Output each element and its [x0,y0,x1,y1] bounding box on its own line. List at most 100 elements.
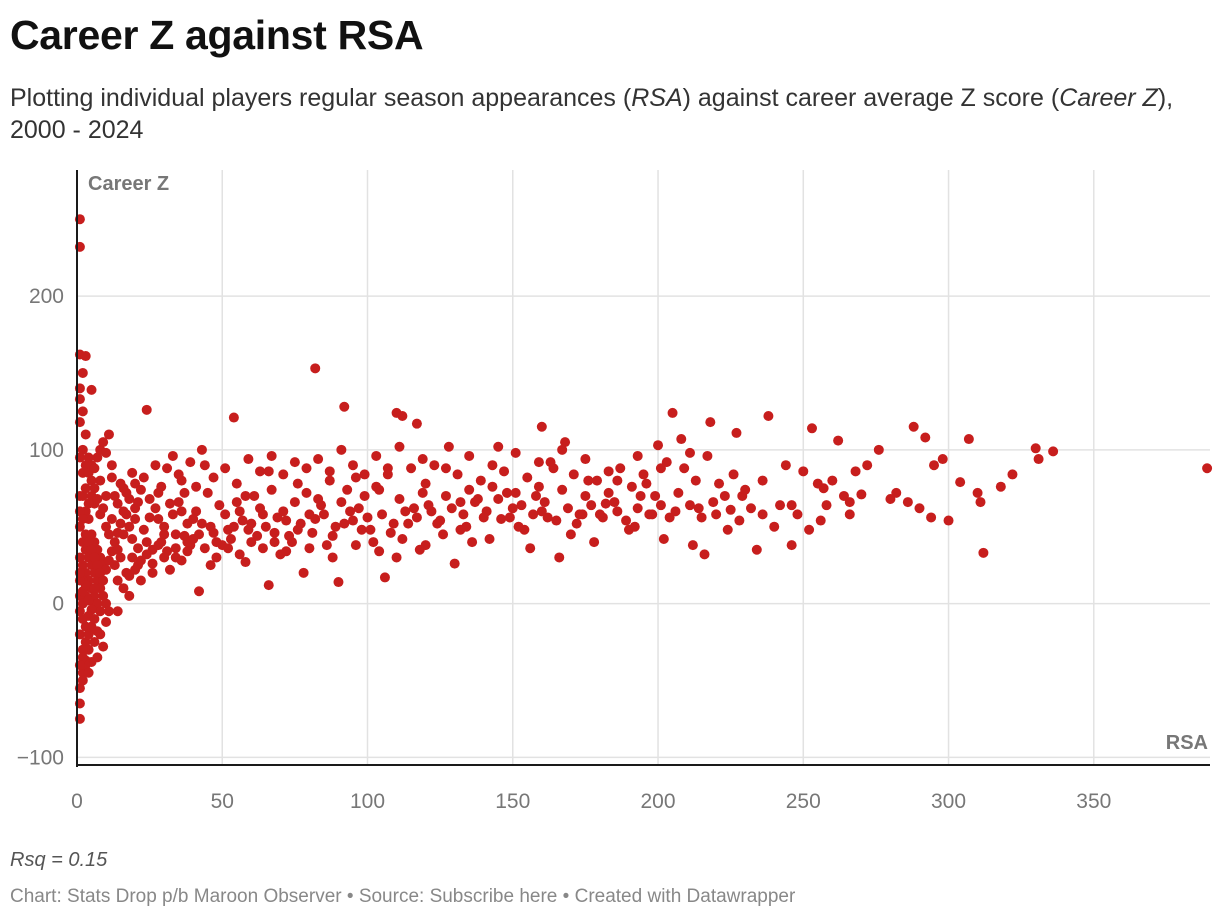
data-point [112,606,123,617]
data-point [513,521,524,532]
data-point [722,524,733,535]
data-point [109,490,120,501]
data-point [400,506,411,517]
data-point [420,540,431,551]
data-point [106,472,117,483]
data-point [449,558,460,569]
chart-title: Career Z against RSA [10,12,424,58]
data-point [89,483,100,494]
data-point [301,487,312,498]
data-point [80,483,91,494]
data-point [167,509,178,520]
data-point [391,552,402,563]
data-point [98,503,109,514]
data-point [101,447,112,458]
data-point [408,503,419,514]
x-tick-label: 100 [350,790,385,813]
data-point [833,435,844,446]
data-point [240,490,251,501]
data-point [141,549,152,560]
data-point [371,450,382,461]
data-point [786,500,797,511]
data-point [124,521,135,532]
x-tick-label: 300 [931,790,966,813]
data-point [86,384,97,395]
data-point [417,454,428,465]
data-point [609,497,620,508]
data-point [103,529,114,540]
data-point [333,577,344,588]
data-point [153,514,164,525]
data-point [438,529,449,540]
data-point [167,450,178,461]
data-point [141,537,152,548]
data-point [188,533,199,544]
data-point [86,475,97,486]
data-point [318,509,329,520]
data-point [440,463,451,474]
data-point [115,552,126,563]
data-point [98,590,109,601]
data-point [211,552,222,563]
data-point [269,527,280,538]
data-point [228,412,239,423]
data-point [641,478,652,489]
credits-source-link[interactable]: Source: Subscribe here [358,886,558,907]
data-point [89,552,100,563]
data-point [557,484,568,495]
data-point [92,626,103,637]
data-point [455,497,466,508]
data-point [377,509,388,520]
credits-created-with: Created with Datawrapper [574,886,796,907]
data-point [914,503,925,514]
data-point [205,560,216,571]
data-point [821,500,832,511]
data-point [702,450,713,461]
data-point [109,560,120,571]
data-point [164,564,175,575]
data-point [188,514,199,525]
data-point [330,521,341,532]
data-point [95,475,106,486]
data-point [693,503,704,514]
data-point [95,567,106,578]
data-point [600,498,611,509]
data-point [798,466,809,477]
data-point [751,544,762,555]
data-point [417,487,428,498]
data-point [350,540,361,551]
data-point [780,460,791,471]
data-point [80,637,91,648]
data-point [77,644,88,655]
data-point [719,490,730,501]
data-point [629,521,640,532]
data-point [292,478,303,489]
data-point [487,460,498,471]
data-point [324,466,335,477]
data-point [263,580,274,591]
data-point [972,487,983,498]
y-axis-title: Career Z [88,173,169,195]
data-point [240,557,251,568]
data-point [592,475,603,486]
data-point [92,494,103,505]
data-point [77,560,88,571]
data-point [199,543,210,554]
data-point [891,487,902,498]
data-point [179,487,190,498]
data-point [978,547,989,558]
data-point [708,497,719,508]
credits-separator-2: • [562,886,570,907]
data-point [83,452,94,463]
data-point [455,524,466,535]
data-point [307,527,318,538]
data-point [501,487,512,498]
point-layer [74,214,1213,724]
data-point [440,490,451,501]
data-point [714,478,725,489]
data-point [112,575,123,586]
data-point [289,497,300,508]
data-point [77,444,88,455]
data-point [196,444,207,455]
data-point [1030,443,1041,454]
